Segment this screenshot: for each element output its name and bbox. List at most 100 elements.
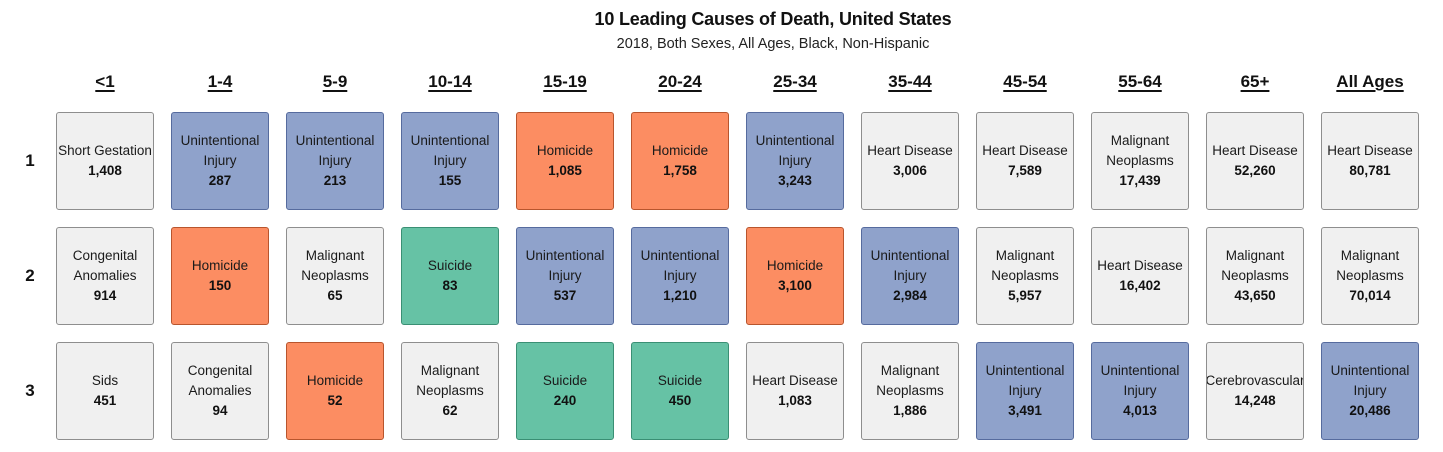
cause-label: Suicide	[427, 258, 473, 273]
death-count: 14,248	[1234, 393, 1276, 408]
death-count: 65	[327, 288, 343, 303]
column-header[interactable]: 45-54	[1003, 72, 1047, 91]
cause-label: Unintentional Injury	[180, 133, 260, 168]
death-count: 1,210	[663, 288, 697, 303]
cause-cell[interactable]: Suicide 240	[516, 342, 614, 440]
death-count: 240	[553, 393, 577, 408]
death-count: 43,650	[1234, 288, 1276, 303]
cause-cell[interactable]: Malignant Neoplasms 5,957	[976, 227, 1074, 325]
cause-label: Short Gestation	[58, 143, 152, 158]
death-count: 537	[553, 288, 577, 303]
cause-label: Homicide	[766, 258, 824, 273]
cause-cell[interactable]: Unintentional Injury 537	[516, 227, 614, 325]
column-header[interactable]: 20-24	[658, 72, 702, 91]
cause-label: Cerebrovascular	[1206, 373, 1304, 388]
cause-cell[interactable]: Unintentional Injury 3,491	[976, 342, 1074, 440]
death-count: 3,100	[778, 278, 812, 293]
column-header[interactable]: 65+	[1240, 72, 1270, 91]
cause-cell[interactable]: Congenital Anomalies 914	[56, 227, 154, 325]
column-header[interactable]: 25-34	[773, 72, 817, 91]
cause-label: Unintentional Injury	[985, 363, 1065, 398]
death-count: 287	[208, 173, 232, 188]
cause-cell[interactable]: Heart Disease 52,260	[1206, 112, 1304, 210]
cause-cell[interactable]: Unintentional Injury 287	[171, 112, 269, 210]
cause-cell[interactable]: Homicide 3,100	[746, 227, 844, 325]
cause-cell[interactable]: Unintentional Injury 4,013	[1091, 342, 1189, 440]
cause-label: Congenital Anomalies	[72, 248, 138, 283]
cause-cell[interactable]: Malignant Neoplasms 62	[401, 342, 499, 440]
death-count: 70,014	[1349, 288, 1391, 303]
cause-cell[interactable]: Suicide 83	[401, 227, 499, 325]
cause-label: Suicide	[542, 373, 588, 388]
chart-subtitle: 2018, Both Sexes, All Ages, Black, Non-H…	[616, 36, 930, 52]
death-count: 17,439	[1119, 173, 1161, 188]
chart-title: 10 Leading Causes of Death, United State…	[594, 9, 952, 29]
column-header[interactable]: 15-19	[543, 72, 587, 91]
cause-cell[interactable]: Homicide 52	[286, 342, 384, 440]
cause-label: Heart Disease	[1097, 258, 1183, 273]
cause-cell[interactable]: Malignant Neoplasms 1,886	[861, 342, 959, 440]
column-header[interactable]: 10-14	[428, 72, 472, 91]
cause-cell[interactable]: Suicide 450	[631, 342, 729, 440]
cause-label: Heart Disease	[1327, 143, 1413, 158]
cause-label: Unintentional Injury	[295, 133, 375, 168]
cause-label: Malignant Neoplasms	[1106, 133, 1174, 168]
cause-label: Homicide	[306, 373, 364, 388]
cause-cell[interactable]: Malignant Neoplasms 17,439	[1091, 112, 1189, 210]
cause-cell[interactable]: Heart Disease 1,083	[746, 342, 844, 440]
cause-cell[interactable]: Unintentional Injury 20,486	[1321, 342, 1419, 440]
death-count: 2,984	[893, 288, 927, 303]
cause-label: Suicide	[657, 373, 703, 388]
cause-label: Unintentional Injury	[1330, 363, 1410, 398]
cause-label: Unintentional Injury	[410, 133, 490, 168]
cause-cell[interactable]: Homicide 150	[171, 227, 269, 325]
column-header[interactable]: <1	[95, 72, 115, 91]
cause-label: Malignant Neoplasms	[991, 248, 1059, 283]
cause-cell[interactable]: Congenital Anomalies 94	[171, 342, 269, 440]
column-header[interactable]: 5-9	[322, 72, 348, 91]
cause-label: Malignant Neoplasms	[301, 248, 369, 283]
cause-cell[interactable]: Heart Disease 16,402	[1091, 227, 1189, 325]
rank-label: 2	[25, 266, 35, 285]
cause-cell[interactable]: Sids 451	[56, 342, 154, 440]
death-count: 80,781	[1349, 163, 1391, 178]
cause-cell[interactable]: Homicide 1,758	[631, 112, 729, 210]
cause-cell[interactable]: Unintentional Injury 155	[401, 112, 499, 210]
cause-cell[interactable]: Unintentional Injury 3,243	[746, 112, 844, 210]
cause-cell[interactable]: Short Gestation 1,408	[56, 112, 154, 210]
cause-label: Unintentional Injury	[870, 248, 950, 283]
column-header[interactable]: 1-4	[207, 72, 233, 91]
cause-label: Unintentional Injury	[755, 133, 835, 168]
death-count: 16,402	[1119, 278, 1161, 293]
death-count: 155	[438, 173, 462, 188]
death-count: 52	[327, 393, 343, 408]
death-count: 52,260	[1234, 163, 1276, 178]
death-count: 213	[323, 173, 347, 188]
death-count: 7,589	[1008, 163, 1042, 178]
cause-cell[interactable]: Malignant Neoplasms 70,014	[1321, 227, 1419, 325]
death-count: 150	[208, 278, 232, 293]
cause-cell[interactable]: Unintentional Injury 2,984	[861, 227, 959, 325]
cause-label: Unintentional Injury	[640, 248, 720, 283]
cause-cell[interactable]: Heart Disease 7,589	[976, 112, 1074, 210]
column-header[interactable]: All Ages	[1336, 72, 1404, 91]
death-count: 450	[668, 393, 692, 408]
cause-cell[interactable]: Unintentional Injury 213	[286, 112, 384, 210]
cause-cell[interactable]: Malignant Neoplasms 43,650	[1206, 227, 1304, 325]
cause-label: Unintentional Injury	[1100, 363, 1180, 398]
cause-cell[interactable]: Heart Disease 80,781	[1321, 112, 1419, 210]
cause-label: Congenital Anomalies	[187, 363, 253, 398]
rank-label: 1	[25, 151, 35, 170]
cause-cell[interactable]: Unintentional Injury 1,210	[631, 227, 729, 325]
column-header[interactable]: 35-44	[888, 72, 932, 91]
cause-cell[interactable]: Malignant Neoplasms 65	[286, 227, 384, 325]
death-count: 62	[442, 403, 458, 418]
death-count: 3,243	[778, 173, 812, 188]
cause-label: Heart Disease	[752, 373, 838, 388]
cause-cell[interactable]: Heart Disease 3,006	[861, 112, 959, 210]
cause-label: Heart Disease	[867, 143, 953, 158]
death-count: 1,758	[663, 163, 697, 178]
column-header[interactable]: 55-64	[1118, 72, 1162, 91]
cause-cell[interactable]: Cerebrovascular 14,248	[1206, 342, 1304, 440]
cause-cell[interactable]: Homicide 1,085	[516, 112, 614, 210]
